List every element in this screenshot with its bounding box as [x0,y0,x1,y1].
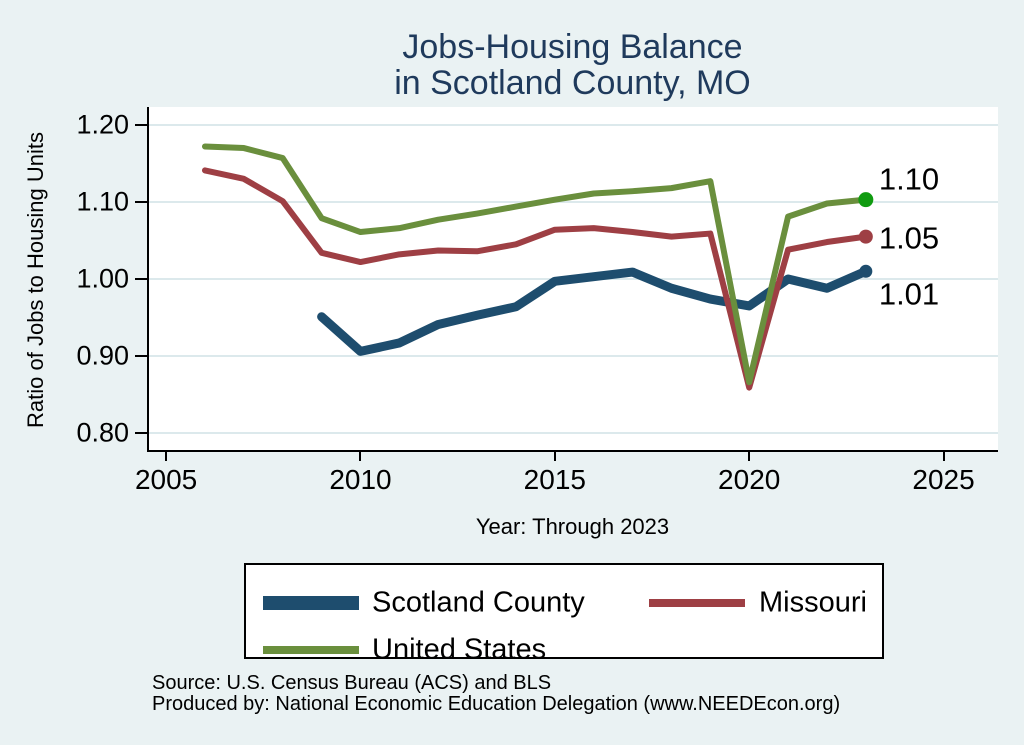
x-axis: 2005 2010 2015 2020 2025 [135,452,998,507]
series-line-united-states [201,143,869,386]
endpoint-dot-scotland-county [859,264,873,278]
end-value-label-united-states: 1.10 [878,161,940,197]
endpoint-dot-united-states [858,192,874,208]
y-tick-label: 1.20 [76,109,129,140]
producer-note: Produced by: National Economic Education… [152,693,841,715]
y-tick-mark [135,432,147,435]
chart-title-line1: Jobs-Housing Balance [402,28,743,66]
y-axis: 1.20 1.10 1.00 0.90 0.80 [0,107,147,452]
x-tick-label: 2020 [718,464,781,495]
legend-swatch-united-states [263,646,359,654]
y-tick-label: 0.80 [76,417,129,448]
x-tick-mark [942,452,945,461]
x-tick-mark [359,452,362,461]
line-chart-svg [149,123,998,435]
legend-swatch-scotland-county [263,596,359,610]
y-tick-label: 0.90 [76,340,129,371]
x-tick-label: 2025 [912,464,975,495]
x-tick-mark [553,452,556,461]
legend-label-united-states: United States [372,633,547,666]
footer-notes: Source: U.S. Census Bureau (ACS) and BLS… [152,673,840,715]
x-tick-label: 2015 [523,464,586,495]
chart-title-line2: in Scotland County, MO [394,64,751,102]
legend: Scotland County Missouri United States [244,563,884,666]
x-tick-mark [165,452,168,461]
y-tick-label: 1.00 [76,263,129,294]
x-tick-mark [748,452,751,461]
legend-label-missouri: Missouri [759,586,867,619]
x-axis-title: Year: Through 2023 [475,514,670,539]
y-tick-mark [135,278,147,280]
x-tick-label: 2010 [329,464,392,495]
x-tick-label: 2005 [134,464,198,495]
plot-area [147,107,998,452]
end-value-label-scotland-county: 1.01 [878,276,940,312]
source-note: Source: U.S. Census Bureau (ACS) and BLS [152,672,552,694]
y-tick-mark [135,200,147,203]
y-tick-label: 1.10 [76,186,129,217]
endpoint-dot-missouri [858,229,873,244]
end-value-label-missouri: 1.05 [878,220,940,256]
chart-title: Jobs-Housing Balance in Scotland County,… [147,29,998,101]
y-tick-mark [135,355,147,358]
y-tick-mark [135,123,147,126]
series-line-scotland-county [317,266,871,356]
legend-label-scotland-county: Scotland County [372,586,585,619]
legend-swatch-missouri [649,599,745,607]
